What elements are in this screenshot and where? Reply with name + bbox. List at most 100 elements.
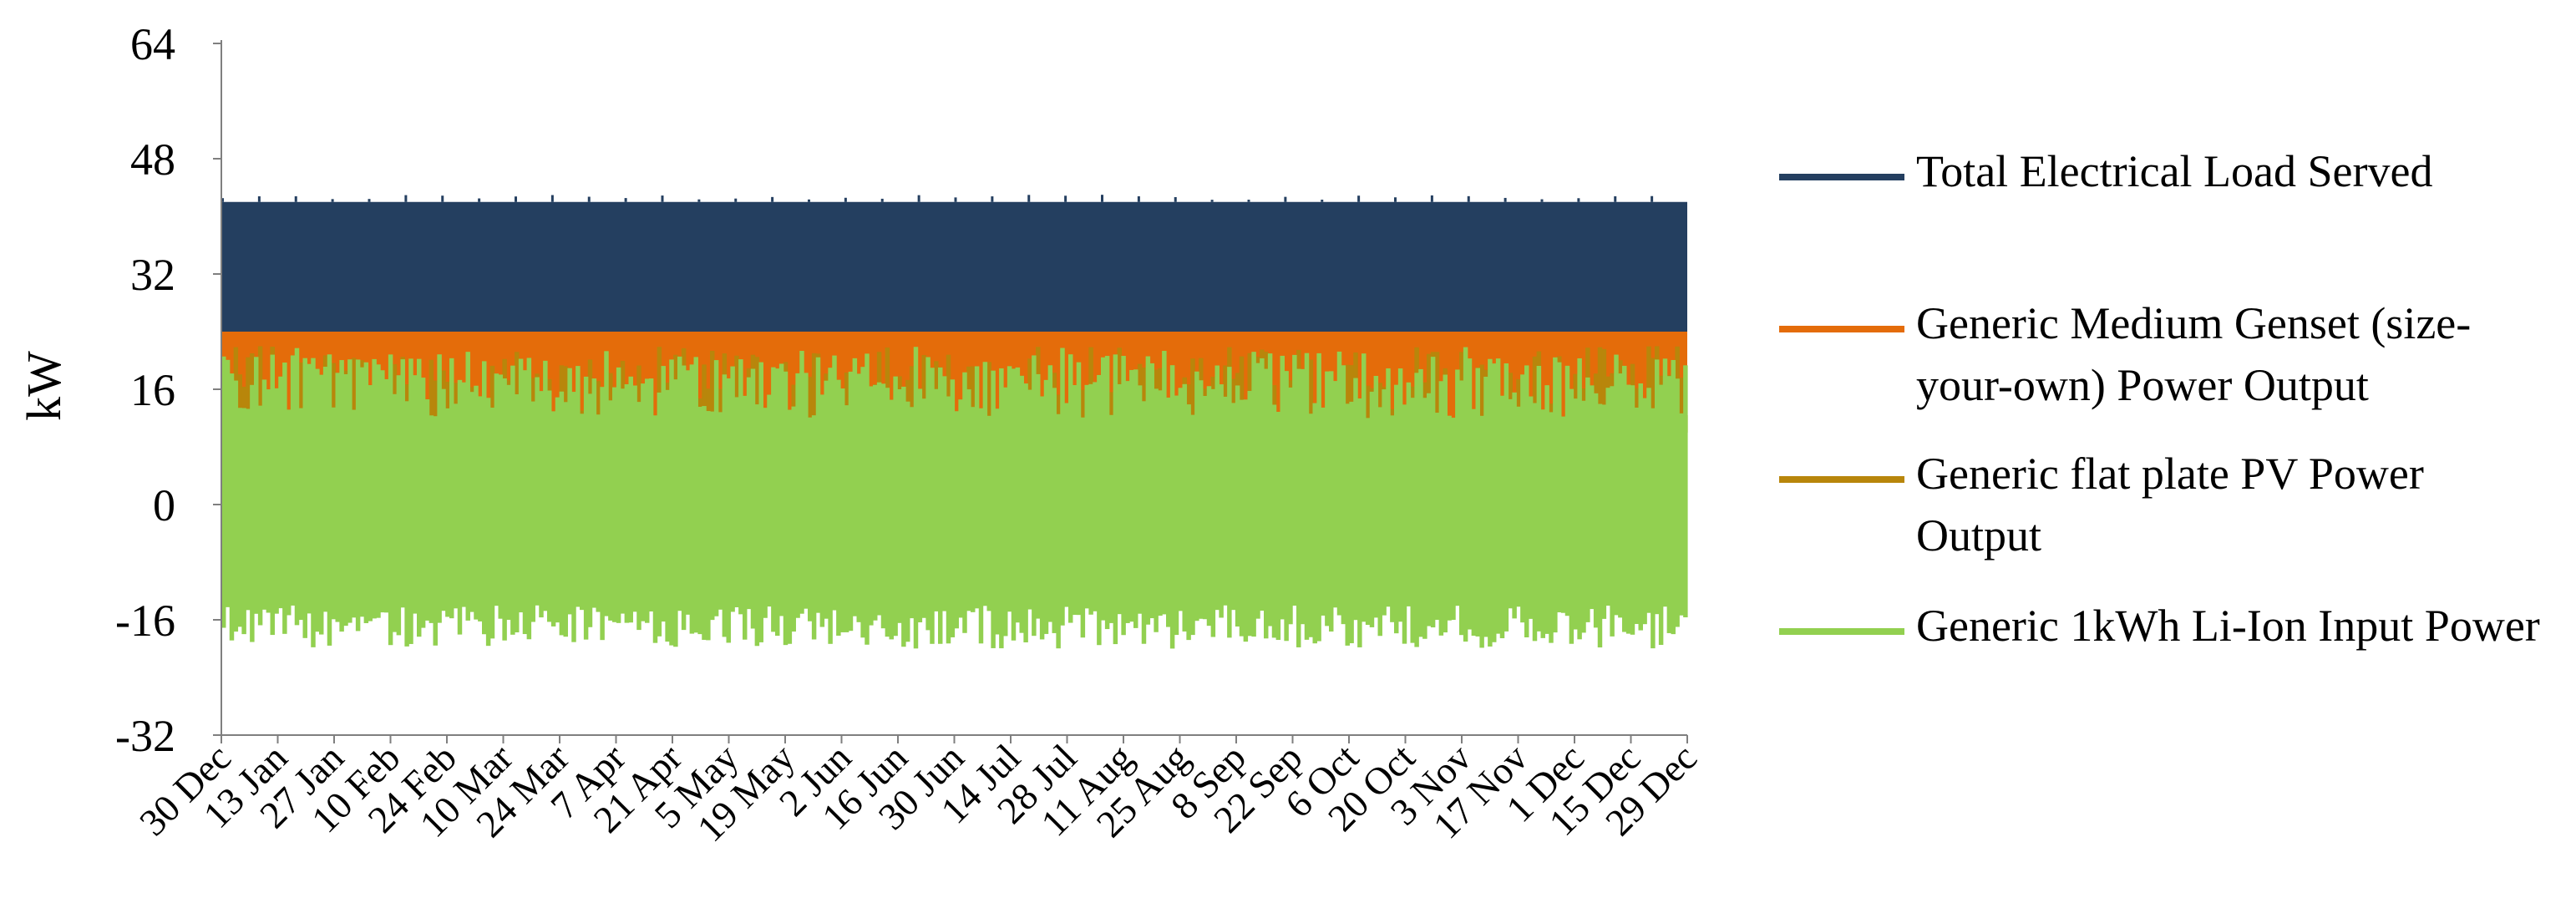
battery-bar	[648, 378, 654, 611]
pv-bar	[428, 359, 434, 433]
battery-bar	[482, 361, 487, 635]
pv-bar	[986, 362, 991, 433]
battery-bar	[771, 367, 776, 632]
pv-bar	[909, 366, 915, 433]
battery-bar	[763, 408, 768, 618]
battery-bar	[1019, 375, 1024, 633]
battery-bar	[824, 380, 829, 619]
battery-bar	[1427, 393, 1432, 627]
battery-bar	[392, 393, 398, 632]
battery-bar	[954, 411, 959, 629]
legend-label-genset: Generic Medium Genset (size-your-own) Po…	[1916, 298, 2472, 410]
load-peak	[515, 196, 517, 202]
battery-bar	[250, 384, 255, 642]
battery-bar	[1182, 383, 1187, 632]
battery-bar	[257, 405, 263, 626]
battery-bar	[1321, 407, 1326, 616]
battery-bar	[1174, 395, 1179, 636]
battery-bar	[986, 415, 991, 611]
battery-bar	[461, 382, 467, 607]
battery-bar	[632, 385, 637, 612]
battery-bar	[974, 366, 980, 609]
battery-bar	[522, 370, 528, 635]
pv-bar	[702, 364, 707, 433]
battery-bar	[571, 392, 576, 642]
battery-bar	[485, 398, 491, 647]
battery-bar	[1666, 376, 1672, 633]
battery-bar	[1210, 388, 1216, 637]
battery-bar	[880, 383, 886, 629]
pv-bar	[1349, 365, 1354, 433]
pv-bar	[489, 365, 495, 433]
legend-item-pv: Generic flat plate PV Power Output	[1779, 443, 2551, 566]
load-peak	[1651, 195, 1654, 202]
load-peak	[1614, 195, 1617, 202]
legend-item-genset: Generic Medium Genset (size-your-own) Po…	[1779, 292, 2551, 416]
battery-bar	[885, 388, 890, 637]
battery-bar	[510, 365, 515, 635]
battery-bar	[580, 413, 585, 611]
battery-bar	[1679, 413, 1684, 616]
legend-swatch-pv	[1779, 476, 1904, 483]
battery-bar	[1027, 389, 1032, 610]
battery-bar	[1284, 371, 1289, 642]
series-total-load	[221, 201, 1687, 332]
pv-bar	[754, 357, 760, 433]
battery-bar	[363, 362, 369, 623]
battery-bar	[738, 359, 743, 615]
battery-bar	[1397, 368, 1403, 622]
battery-bar	[339, 360, 344, 632]
battery-bar	[856, 373, 861, 622]
battery-bar	[1634, 407, 1640, 624]
battery-bar	[652, 415, 658, 643]
battery-bar	[978, 408, 984, 644]
battery-bar	[669, 359, 674, 646]
pv-bar	[706, 388, 711, 433]
load-peak	[1504, 197, 1507, 202]
battery-bar	[1169, 365, 1175, 649]
battery-bar	[971, 407, 976, 612]
battery-bar	[608, 400, 613, 621]
battery-bar	[804, 373, 809, 609]
battery-bar	[266, 389, 271, 613]
battery-bar	[555, 397, 560, 623]
battery-bar	[775, 368, 780, 637]
battery-bar	[1651, 408, 1656, 649]
battery-bar	[1084, 384, 1089, 609]
battery-bar	[758, 362, 763, 642]
battery-bar	[539, 391, 544, 618]
battery-bar	[1438, 381, 1444, 636]
battery-bar	[734, 397, 739, 608]
battery-bar	[359, 367, 365, 617]
battery-bar	[1418, 368, 1423, 637]
battery-bar	[1145, 356, 1151, 625]
battery-bar	[946, 396, 951, 644]
battery-bar	[1239, 399, 1245, 637]
load-peak	[1027, 195, 1031, 202]
legend-label-battery: Generic 1kWh Li-Ion Input Power	[1916, 601, 2540, 651]
battery-bar	[1345, 403, 1350, 646]
y-tick-label: -32	[115, 711, 175, 761]
battery-bar	[913, 347, 919, 649]
pv-bar	[1141, 368, 1147, 433]
battery-bar	[925, 357, 931, 631]
battery-bar	[254, 357, 259, 614]
battery-bar	[1154, 388, 1159, 632]
battery-bar	[1499, 395, 1505, 639]
battery-bar	[938, 367, 943, 644]
battery-bar	[343, 373, 348, 627]
battery-bar	[311, 358, 316, 647]
pv-bar	[808, 377, 813, 433]
battery-bar	[1223, 396, 1228, 606]
battery-bar	[384, 378, 389, 613]
battery-bar	[1675, 378, 1680, 627]
battery-bar	[1357, 398, 1362, 647]
battery-bar	[1467, 358, 1473, 630]
battery-bar	[1585, 377, 1590, 622]
battery-bar	[832, 355, 837, 611]
load-peak	[1064, 195, 1067, 202]
battery-bar	[1088, 383, 1093, 615]
battery-bar	[246, 408, 251, 611]
battery-bar	[261, 379, 267, 610]
battery-bar	[893, 376, 898, 637]
